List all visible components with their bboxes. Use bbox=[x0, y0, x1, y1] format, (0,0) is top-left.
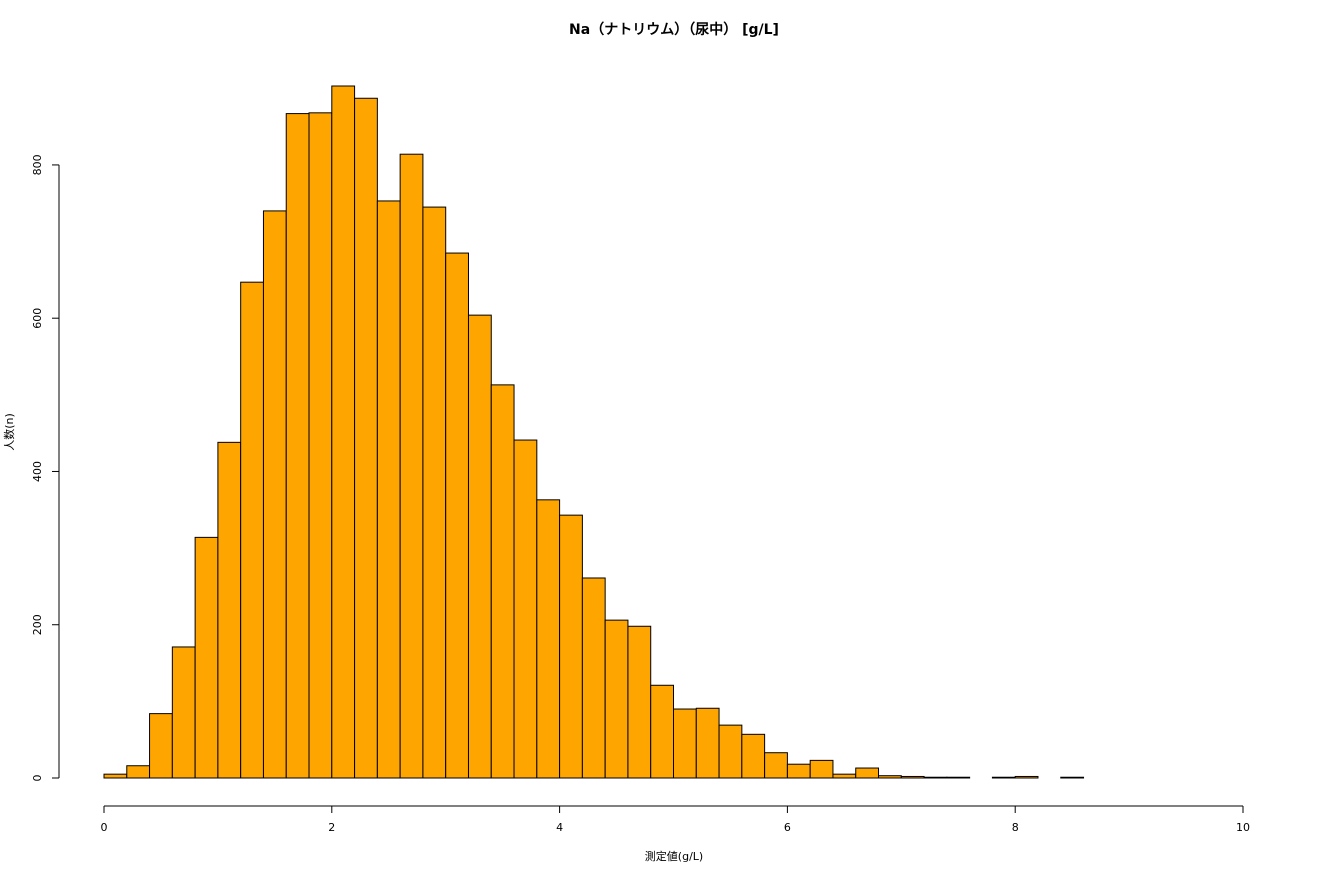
bar bbox=[536, 499, 561, 779]
bar bbox=[559, 514, 583, 779]
bar bbox=[581, 577, 606, 779]
bar bbox=[946, 776, 971, 779]
bar bbox=[513, 439, 538, 779]
bar bbox=[650, 684, 674, 779]
x-axis-label: 測定値(g/L) bbox=[645, 849, 703, 863]
x-tick-label: 8 bbox=[1012, 821, 1019, 834]
bar bbox=[673, 708, 697, 779]
x-tick-label: 2 bbox=[328, 821, 335, 834]
y-tick-label: 0 bbox=[31, 775, 44, 782]
bar bbox=[718, 724, 743, 779]
bar bbox=[103, 773, 128, 779]
x-tick-label: 0 bbox=[101, 821, 108, 834]
bar bbox=[467, 314, 492, 779]
bar bbox=[695, 707, 720, 779]
bar bbox=[422, 206, 447, 779]
bar bbox=[764, 752, 788, 779]
chart-title: Na（ナトリウム）（尿中） [g/L] bbox=[569, 21, 779, 38]
bar bbox=[240, 281, 264, 779]
bar bbox=[399, 153, 424, 779]
bar bbox=[855, 767, 880, 779]
x-tick-label: 4 bbox=[556, 821, 563, 834]
bar bbox=[126, 765, 151, 779]
y-axis-label: 人数(n) bbox=[3, 413, 16, 451]
bar bbox=[376, 200, 401, 779]
bar bbox=[354, 97, 378, 779]
bar bbox=[171, 646, 196, 779]
bar bbox=[741, 733, 766, 779]
bar bbox=[900, 775, 925, 779]
bar bbox=[786, 763, 811, 779]
bar bbox=[194, 536, 219, 779]
y-tick-label: 200 bbox=[31, 614, 44, 635]
bar bbox=[445, 252, 469, 779]
y-tick-label: 800 bbox=[31, 154, 44, 175]
x-tick-label: 6 bbox=[784, 821, 791, 834]
bar bbox=[604, 619, 629, 779]
bar bbox=[878, 775, 902, 779]
bar bbox=[627, 625, 652, 779]
bar bbox=[262, 210, 287, 779]
bar bbox=[1060, 776, 1085, 779]
bar bbox=[217, 441, 242, 779]
bar bbox=[809, 759, 834, 779]
bar bbox=[285, 113, 310, 779]
bar bbox=[331, 85, 356, 779]
y-tick-label: 400 bbox=[31, 461, 44, 482]
x-tick-label: 10 bbox=[1236, 821, 1250, 834]
y-tick-label: 600 bbox=[31, 308, 44, 329]
bar bbox=[923, 776, 948, 779]
bar bbox=[1014, 775, 1039, 779]
bar bbox=[149, 713, 173, 779]
bar bbox=[490, 384, 515, 779]
bar bbox=[991, 776, 1016, 779]
bar bbox=[308, 112, 333, 779]
bar bbox=[832, 773, 857, 779]
